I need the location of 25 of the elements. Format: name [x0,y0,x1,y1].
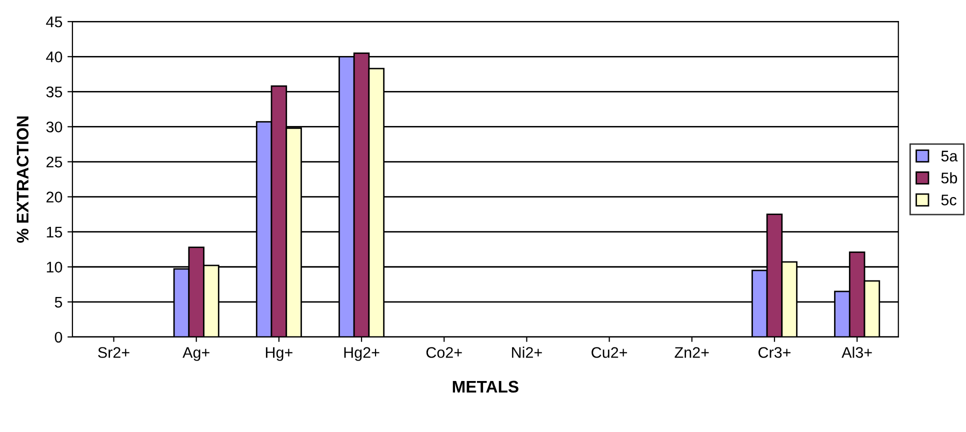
x-tick-label: Hg2+ [344,347,380,361]
y-tick-label: 10 [46,262,62,273]
y-tick-label: 25 [46,156,62,168]
x-tick-label: Ag+ [182,347,210,361]
y-tick-label: 20 [46,192,62,202]
y-tick-label: 5 [54,296,62,308]
x-tick-label: Co2+ [426,347,462,358]
x-tick-label: Cu2+ [592,347,628,358]
y-tick-label: 45 [46,16,62,28]
y-axis-title: % EXTRACTION [16,116,29,243]
x-tick-label: Zn2+ [674,347,709,358]
x-tick-label: Cr3+ [758,347,791,358]
legend-label: 5b [941,172,958,184]
legend-label: 5a [941,150,958,162]
x-axis-title: METALS [452,380,518,393]
y-tick-label: 0 [54,332,62,343]
y-tick-label: 30 [46,122,62,132]
x-tick-label: Al3+ [842,346,872,358]
x-tick-label: Sr2+ [98,347,130,358]
x-tick-label: Hg+ [266,347,292,361]
x-tick-label: Ni2+ [512,346,542,358]
legend-label: 5c [941,194,956,206]
y-tick-label: 35 [46,86,62,98]
y-tick-label: 15 [46,226,62,238]
y-tick-label: 40 [46,52,62,62]
